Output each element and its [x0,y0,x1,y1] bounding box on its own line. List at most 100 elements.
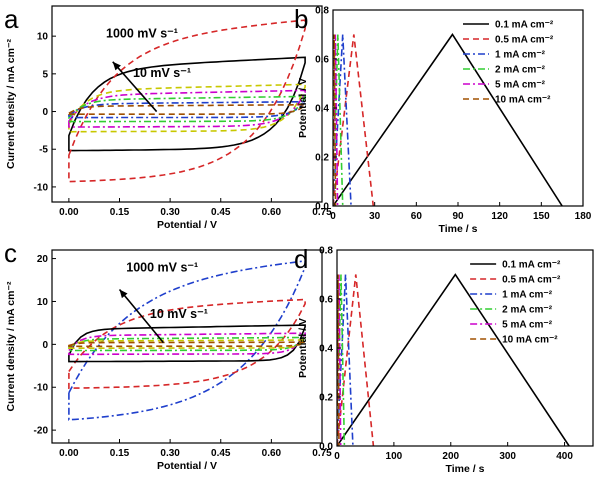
series-line-3 [337,274,346,446]
x-tick-label: 0 [330,211,336,222]
x-tick-label: 200 [442,451,459,462]
x-tick-label: 100 [386,451,403,462]
x-tick-label: 0 [334,451,340,462]
x-tick-label: 0.30 [160,448,180,459]
x-axis-label: Potential / V [157,460,217,472]
legend-label: 2 mA cm⁻² [495,65,546,76]
series-line-3 [68,332,306,356]
x-axis-label: Potential / V [157,219,217,231]
series-line-2 [333,34,352,206]
series-line-0 [337,273,570,446]
x-tick-label: 0.75 [312,448,332,459]
y-tick-label: 10 [37,297,49,308]
y-tick-label: 10 [37,32,49,43]
x-tick-label: 400 [556,451,573,462]
x-tick-label: 0.15 [110,207,130,218]
plot-frame [51,249,323,444]
y-tick-label: 0.4 [315,104,329,115]
x-tick-label: 0.00 [59,207,79,218]
y-tick-label: -10 [34,182,49,193]
series-line-2 [68,324,306,363]
series-line-1 [337,274,375,446]
panel-d: 0 100 200 300 400 0.0 0.2 0.4 0.6 0.8 Time / s Pote… [294,244,594,475]
series-line-1 [68,298,306,390]
series-line-5 [68,339,306,349]
legend-label: 10 mA cm⁻² [495,95,551,106]
panel-c: 0.00 0.15 0.30 0.45 0.60 0.75 -20 -10 0 10 20 Poten… [4,238,332,472]
series-group [333,33,563,206]
panel-a: 0.00 0.15 0.30 0.45 0.60 0.75 -10 -5 0 5 10 Potenti… [4,4,332,231]
plot-frame [51,5,323,203]
scan-rate-arrow [112,61,158,113]
series-line-2 [68,83,306,133]
x-tick-label: 150 [533,211,550,222]
legend-label: 5 mA cm⁻² [502,320,553,331]
panel-letter: b [294,4,308,34]
x-tick-label: 180 [575,211,592,222]
y-axis-label: Current density / mA cm⁻² [5,38,17,169]
panel-letter: d [294,244,308,274]
y-tick-label: 0 [42,107,48,118]
panel-letter: a [4,4,19,34]
series-line-4 [68,95,306,123]
y-tick-label: 20 [37,254,49,265]
series-group [68,259,306,421]
series-line-0 [68,56,306,152]
y-tick-label: 0.8 [315,6,329,17]
legend-label: 0.1 mA cm⁻² [495,20,554,31]
x-tick-label: 90 [452,211,464,222]
y-tick-label: -20 [34,426,49,437]
series-line-4 [337,274,342,446]
scan-rate-arrow [118,288,164,344]
arrow-head [112,61,121,71]
series-line-6 [68,104,306,115]
legend-label: 2 mA cm⁻² [502,305,553,316]
series-line-0 [333,33,563,206]
series-line-4 [333,34,339,206]
x-tick-label: 0.45 [211,207,231,218]
legend-label: 0.5 mA cm⁻² [502,275,561,286]
y-tick-label: 0.2 [315,153,329,164]
x-axis-label: Time / s [439,223,478,235]
series-line-5 [68,100,306,119]
series-line-0 [68,259,306,421]
arrow-head [119,289,128,299]
x-tick-label: 0.75 [312,207,332,218]
y-axis-label: Potential / V [297,318,309,378]
x-tick-label: 60 [411,211,423,222]
series-line-1 [333,34,375,206]
x-tick-label: 0.30 [160,207,180,218]
panel-letter: c [4,238,17,268]
x-tick-label: 30 [369,211,381,222]
y-tick-label: 5 [42,69,48,80]
series-line-1 [68,19,306,183]
y-tick-label: 0.0 [315,202,329,213]
y-axis-label: Current density / mA cm⁻² [5,281,17,412]
series-group [337,273,570,446]
legend-label: 1 mA cm⁻² [502,290,553,301]
x-tick-label: 0.60 [262,448,282,459]
annotation-1: 10 mV s⁻¹ [133,66,191,80]
series-line-3 [333,34,344,206]
y-axis-label: Potential / V [297,78,309,138]
x-tick-label: 300 [499,451,516,462]
legend-label: 1 mA cm⁻² [495,50,546,61]
panel-b: 0 30 60 90 120 150 180 0.0 0.2 0.4 0.6 0.8 Time / s P… [294,4,592,235]
annotation-1: 10 mV s⁻¹ [150,307,208,321]
x-tick-label: 0.15 [110,448,130,459]
x-tick-label: 0.45 [211,448,231,459]
series-line-2 [337,274,354,446]
y-tick-label: -5 [39,145,48,156]
legend-label: 5 mA cm⁻² [495,80,546,91]
legend-label: 10 mA cm⁻² [502,335,558,346]
y-tick-label: 0.8 [319,246,333,257]
series-line-6 [68,341,306,348]
series-line-3 [68,89,306,128]
series-line-5 [333,34,337,206]
y-tick-label: 0.6 [315,55,329,66]
y-tick-label: 0.0 [319,442,333,453]
series-line-5 [337,274,340,446]
legend-label: 0.1 mA cm⁻² [502,260,561,271]
y-tick-label: -10 [34,383,49,394]
